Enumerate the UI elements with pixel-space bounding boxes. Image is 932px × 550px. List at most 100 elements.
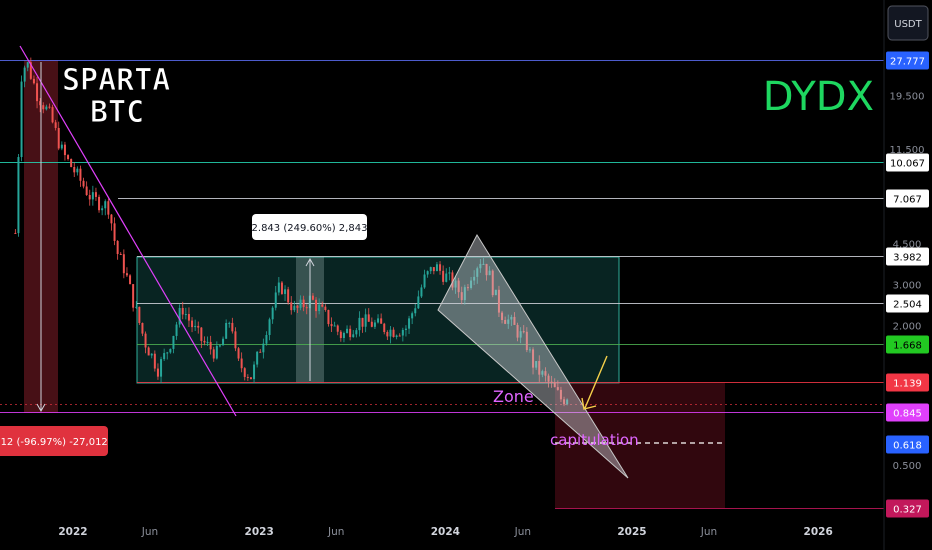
candle-body — [42, 105, 45, 110]
price-tag-5[interactable]: 1.668 — [886, 335, 929, 354]
candle-body — [268, 319, 271, 335]
candle-body — [305, 307, 308, 309]
candle-body — [54, 122, 57, 128]
currency-button-frame[interactable] — [887, 5, 929, 41]
price-tag-bg — [886, 294, 929, 313]
time-axis[interactable]: 2022 Jun 2023 Jun 2024 Jun 2025 Jun 2026 — [58, 526, 832, 538]
candle-body — [231, 322, 234, 332]
y-tick-label: 0.500 — [893, 461, 922, 472]
price-tag-2[interactable]: 7.067 — [886, 189, 929, 208]
candle-body — [296, 305, 299, 308]
candle-body — [98, 196, 101, 211]
y-tick-label: 11.500 — [890, 145, 925, 156]
price-tag-label: 3.982 — [893, 253, 922, 264]
candle-body — [494, 289, 497, 296]
candle-body — [442, 270, 445, 282]
candle-body — [460, 292, 463, 301]
price-tag-label: 2.504 — [893, 300, 922, 311]
candle-body — [466, 287, 469, 289]
price-tag-bg — [886, 335, 929, 354]
yellow-arrow-shaft — [584, 355, 608, 409]
candle-body — [544, 371, 547, 376]
candle-body — [367, 314, 370, 322]
price-tag-4[interactable]: 2.504 — [886, 294, 929, 313]
price-tag-6[interactable]: 1.139 — [886, 373, 929, 392]
candle-body — [541, 371, 544, 375]
capitulation-label: capitulation — [550, 431, 639, 449]
measure-label-box — [252, 214, 367, 240]
candle-body — [262, 343, 265, 353]
candle-body — [287, 289, 290, 303]
candle-body — [277, 282, 280, 293]
candle-body — [48, 106, 51, 108]
candle-body — [324, 306, 327, 311]
price-tag-label: 7.067 — [893, 195, 922, 206]
candle-body — [147, 347, 150, 356]
candle-body — [29, 62, 32, 79]
candle-body — [476, 268, 479, 277]
price-tag-bg — [886, 153, 929, 172]
logo-line2: BTC — [90, 95, 144, 130]
candle-body — [132, 284, 135, 308]
candle-body — [187, 314, 190, 321]
candle-body — [274, 292, 277, 308]
price-axis[interactable]: 27.777 10.067 7.067 3.982 2.504 1.668 1.139 0.8… — [883, 0, 929, 550]
price-tag-bg — [886, 373, 929, 392]
candle-body — [333, 325, 336, 327]
candle-body — [135, 306, 138, 308]
drawings-layer — [19, 45, 725, 479]
price-levels-layer — [0, 60, 884, 509]
price-tag-8[interactable]: 0.618 — [886, 435, 929, 454]
candle-body — [392, 329, 395, 337]
x-tick-label: 2025 — [617, 526, 646, 538]
price-tag-9[interactable]: 0.327 — [886, 499, 929, 518]
x-tick-label: Jun — [700, 526, 717, 538]
candle-body — [342, 332, 345, 338]
candle-body — [507, 319, 510, 324]
candle-body — [488, 270, 491, 276]
candle-body — [125, 273, 128, 276]
price-tag-1[interactable]: 10.067 — [886, 153, 929, 172]
y-tick-label: 2.000 — [893, 321, 922, 332]
price-tag-7[interactable]: 0.845 — [886, 403, 929, 422]
price-tag-3[interactable]: 3.982 — [886, 247, 929, 266]
candle-body — [280, 282, 283, 294]
candle-body — [501, 312, 504, 320]
candle-body — [67, 155, 70, 160]
falling-wedge — [437, 233, 629, 479]
downtrend-line — [19, 45, 237, 417]
candle-body — [215, 345, 218, 359]
candle-body — [57, 127, 60, 149]
candle-body — [26, 62, 29, 68]
candle-body — [547, 375, 550, 382]
x-tick-label: Jun — [327, 526, 344, 538]
candle-body — [246, 376, 249, 378]
logo: SPARTA BTC — [62, 63, 171, 131]
candle-body — [504, 319, 507, 324]
candle-body — [222, 338, 225, 346]
candle-body — [349, 328, 352, 338]
candle-body — [513, 316, 516, 325]
candle-body — [364, 314, 367, 327]
price-tag-bg — [886, 247, 929, 266]
candle-body — [284, 289, 287, 294]
drawdown-label-text: 012 (-96.97%) -27,012 — [0, 437, 108, 448]
candle-body — [339, 331, 342, 338]
currency-button[interactable]: USDT — [887, 5, 929, 41]
candle-body — [370, 321, 373, 327]
price-tag-0[interactable]: 27.777 — [886, 51, 929, 70]
x-tick-label: 2024 — [431, 526, 460, 538]
candle-body — [380, 318, 383, 324]
candle-body — [122, 254, 125, 274]
candle-body — [51, 107, 54, 123]
candle-body — [14, 232, 17, 234]
candle-body — [404, 328, 407, 330]
x-tick-label: 2026 — [804, 526, 833, 538]
candle-body — [401, 329, 404, 336]
candle-body — [479, 263, 482, 269]
drawdown-label-box — [0, 426, 108, 456]
candle-body — [206, 341, 209, 343]
candle-body — [482, 263, 485, 265]
candle-body — [129, 275, 132, 285]
